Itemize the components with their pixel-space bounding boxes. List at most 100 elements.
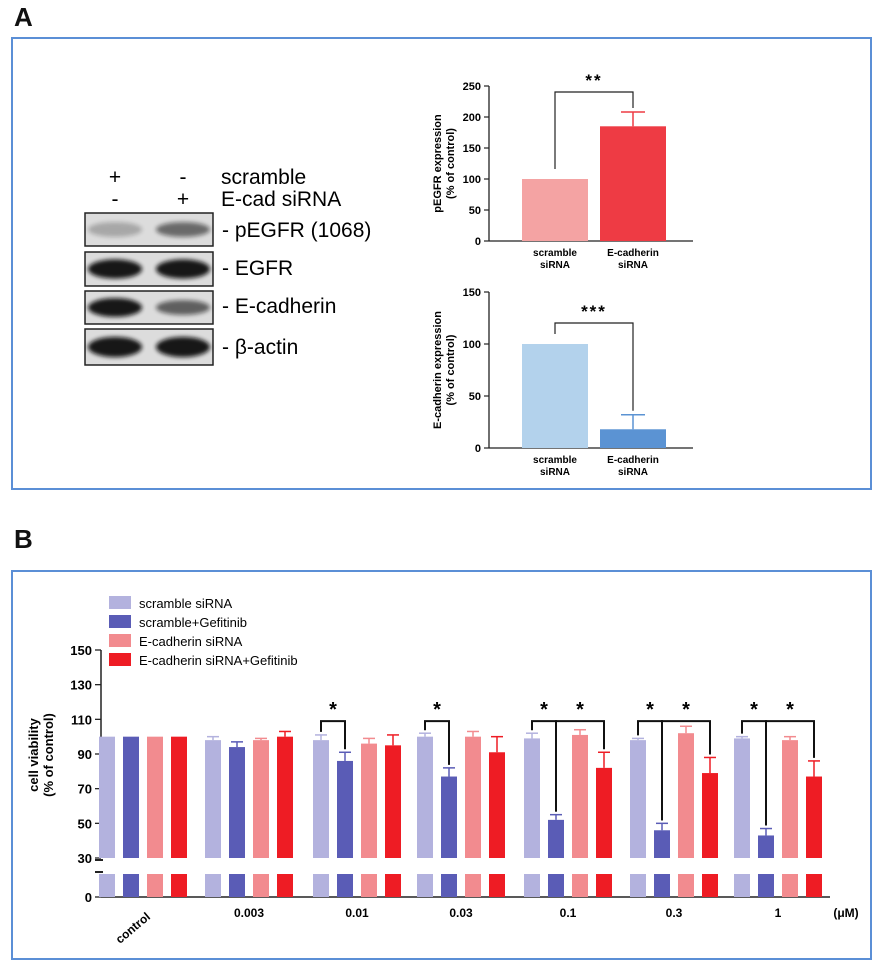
y-tick-label: 250: [463, 81, 481, 93]
y-tick-label: 100: [463, 339, 481, 351]
significance-bracket: [424, 720, 450, 765]
bar: [782, 740, 798, 858]
x-tick-label: siRNA: [540, 260, 570, 271]
x-tick-label: siRNA: [618, 260, 648, 271]
x-tick-label: 0.003: [234, 906, 264, 920]
legend-swatch: [109, 653, 131, 666]
bar-lower: [313, 874, 329, 897]
significance-bracket: [554, 322, 634, 411]
bar-lower: [702, 874, 718, 897]
bar-lower: [171, 874, 187, 897]
bar-lower: [417, 874, 433, 897]
panel-b-frame: [11, 570, 872, 960]
x-tick-label: 1: [775, 906, 782, 920]
y-tick-label: 150: [70, 643, 92, 658]
bar: [522, 344, 588, 448]
y-tick-label: 0: [475, 236, 481, 248]
bar-lower: [99, 874, 115, 897]
treatment-lane1-row1: +: [109, 166, 121, 189]
blot-band-lane2: [156, 259, 210, 279]
legend-label: E-cadherin siRNA+Gefitinib: [139, 653, 298, 668]
x-tick-label: 0.3: [666, 906, 683, 920]
treatment-label-scramble: scramble: [221, 166, 306, 189]
bar-lower: [123, 874, 139, 897]
significance-label: *: [329, 699, 337, 721]
significance-label: *: [540, 699, 548, 721]
bar-lower: [572, 874, 588, 897]
legend-label: E-cadherin siRNA: [139, 634, 243, 649]
bar-lower: [630, 874, 646, 897]
bar: [702, 773, 718, 858]
significance-label: *: [576, 699, 584, 721]
bar-lower: [205, 874, 221, 897]
bar: [313, 740, 329, 858]
bar-lower: [337, 874, 353, 897]
y-tick-label: 50: [78, 816, 92, 831]
treatment-lane2-row1: -: [180, 166, 187, 189]
bar: [147, 736, 163, 858]
x-tick-label: 0.03: [449, 906, 473, 920]
significance-label: *: [433, 699, 441, 721]
bar: [99, 736, 115, 858]
significance-label: *: [786, 699, 794, 721]
band-label-egfr: - EGFR: [222, 257, 293, 280]
bar-lower: [734, 874, 750, 897]
legend-swatch: [109, 615, 131, 628]
treatment-lane1-row2: -: [112, 188, 119, 211]
significance-bracket: [555, 720, 605, 812]
y-tick-label: 50: [469, 205, 481, 217]
y-axis-label: pEGFR expression: [432, 114, 444, 213]
blot-band-lane1: [88, 259, 142, 279]
x-tick-label: scramble: [533, 248, 577, 259]
y-tick-label: 150: [463, 143, 481, 155]
treatment-lane2-row2: +: [177, 188, 189, 211]
bar: [171, 736, 187, 858]
bar: [734, 738, 750, 858]
blot-band-lane1: [88, 336, 142, 358]
blot-band-lane2: [156, 222, 210, 237]
y-tick-label: 50: [469, 391, 481, 403]
bar-lower: [596, 874, 612, 897]
band-label-ecadherin: - E-cadherin: [222, 295, 336, 318]
bar: [596, 767, 612, 858]
y-tick-label: 90: [78, 747, 92, 762]
x-tick-label: E-cadherin: [607, 248, 659, 259]
band-label-actin: - β-actin: [222, 336, 298, 359]
bar-lower: [782, 874, 798, 897]
panel-a-frame: [11, 37, 872, 490]
treatment-label-ecad-sirna: E-cad siRNA: [221, 188, 341, 211]
legend-swatch: [109, 634, 131, 647]
bar-lower: [524, 874, 540, 897]
bar-lower: [489, 874, 505, 897]
y-axis-label: cell viability: [26, 717, 41, 791]
bar-lower: [678, 874, 694, 897]
significance-label: *: [682, 699, 690, 721]
bar: [806, 776, 822, 858]
blot-band-lane2: [156, 336, 210, 358]
significance-bracket: [554, 91, 634, 169]
bar: [465, 736, 481, 858]
blot-band-lane1: [88, 222, 142, 237]
panel-a-label: A: [14, 2, 33, 32]
x-tick-label: siRNA: [540, 467, 570, 478]
bar-lower: [229, 874, 245, 897]
y-axis-label: (% of control): [41, 713, 56, 797]
significance-bracket: [765, 720, 815, 826]
blot-band-lane2: [156, 300, 210, 315]
bar: [123, 736, 139, 858]
bar: [337, 760, 353, 858]
x-axis-unit: (μM): [833, 906, 858, 920]
y-tick-label: 100: [463, 174, 481, 186]
bar: [600, 429, 666, 448]
bar-lower: [465, 874, 481, 897]
y-axis-label: (% of control): [445, 128, 457, 199]
bar: [572, 734, 588, 858]
significance-label: *: [750, 699, 758, 721]
y-tick-label: 30: [78, 851, 92, 866]
bar-lower: [361, 874, 377, 897]
bar: [489, 752, 505, 858]
y-tick-label: 0: [475, 443, 481, 455]
bar-lower: [385, 874, 401, 897]
